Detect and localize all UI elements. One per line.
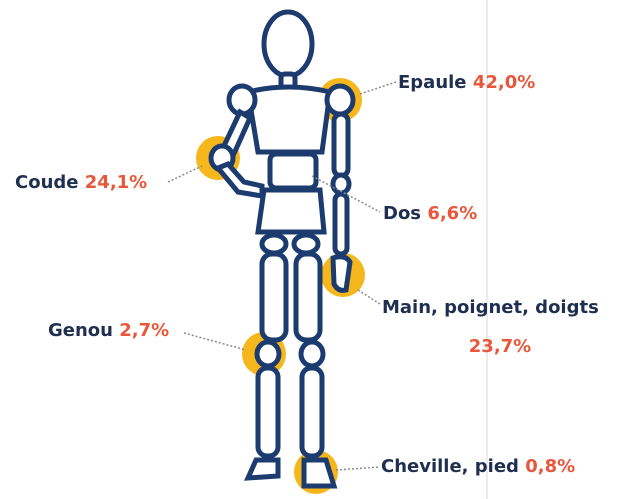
- label: Epaule 42,0%: [398, 72, 535, 93]
- label: Main, poignet, doigts: [382, 297, 599, 318]
- label: Coude: [15, 172, 78, 193]
- value: 42,0%: [473, 72, 535, 93]
- value: 6,6%: [427, 203, 477, 224]
- label: Dos: [383, 203, 421, 224]
- label: Cheville, pied: [381, 456, 519, 477]
- label: Cheville, pied 0,8%: [381, 456, 575, 477]
- label: Genou 2,7%: [48, 320, 169, 341]
- label: Genou: [48, 320, 113, 341]
- infographic: Epaule 42,0% Coude 24,1% Dos 6,6% Main, …: [0, 0, 637, 499]
- value: 24,1%: [85, 172, 147, 193]
- value: 2,7%: [119, 320, 169, 341]
- value: 23,7%: [469, 336, 531, 357]
- label: Dos 6,6%: [383, 203, 477, 224]
- label: Epaule: [398, 72, 467, 93]
- label: Coude 24,1%: [15, 172, 147, 193]
- value: 0,8%: [525, 456, 575, 477]
